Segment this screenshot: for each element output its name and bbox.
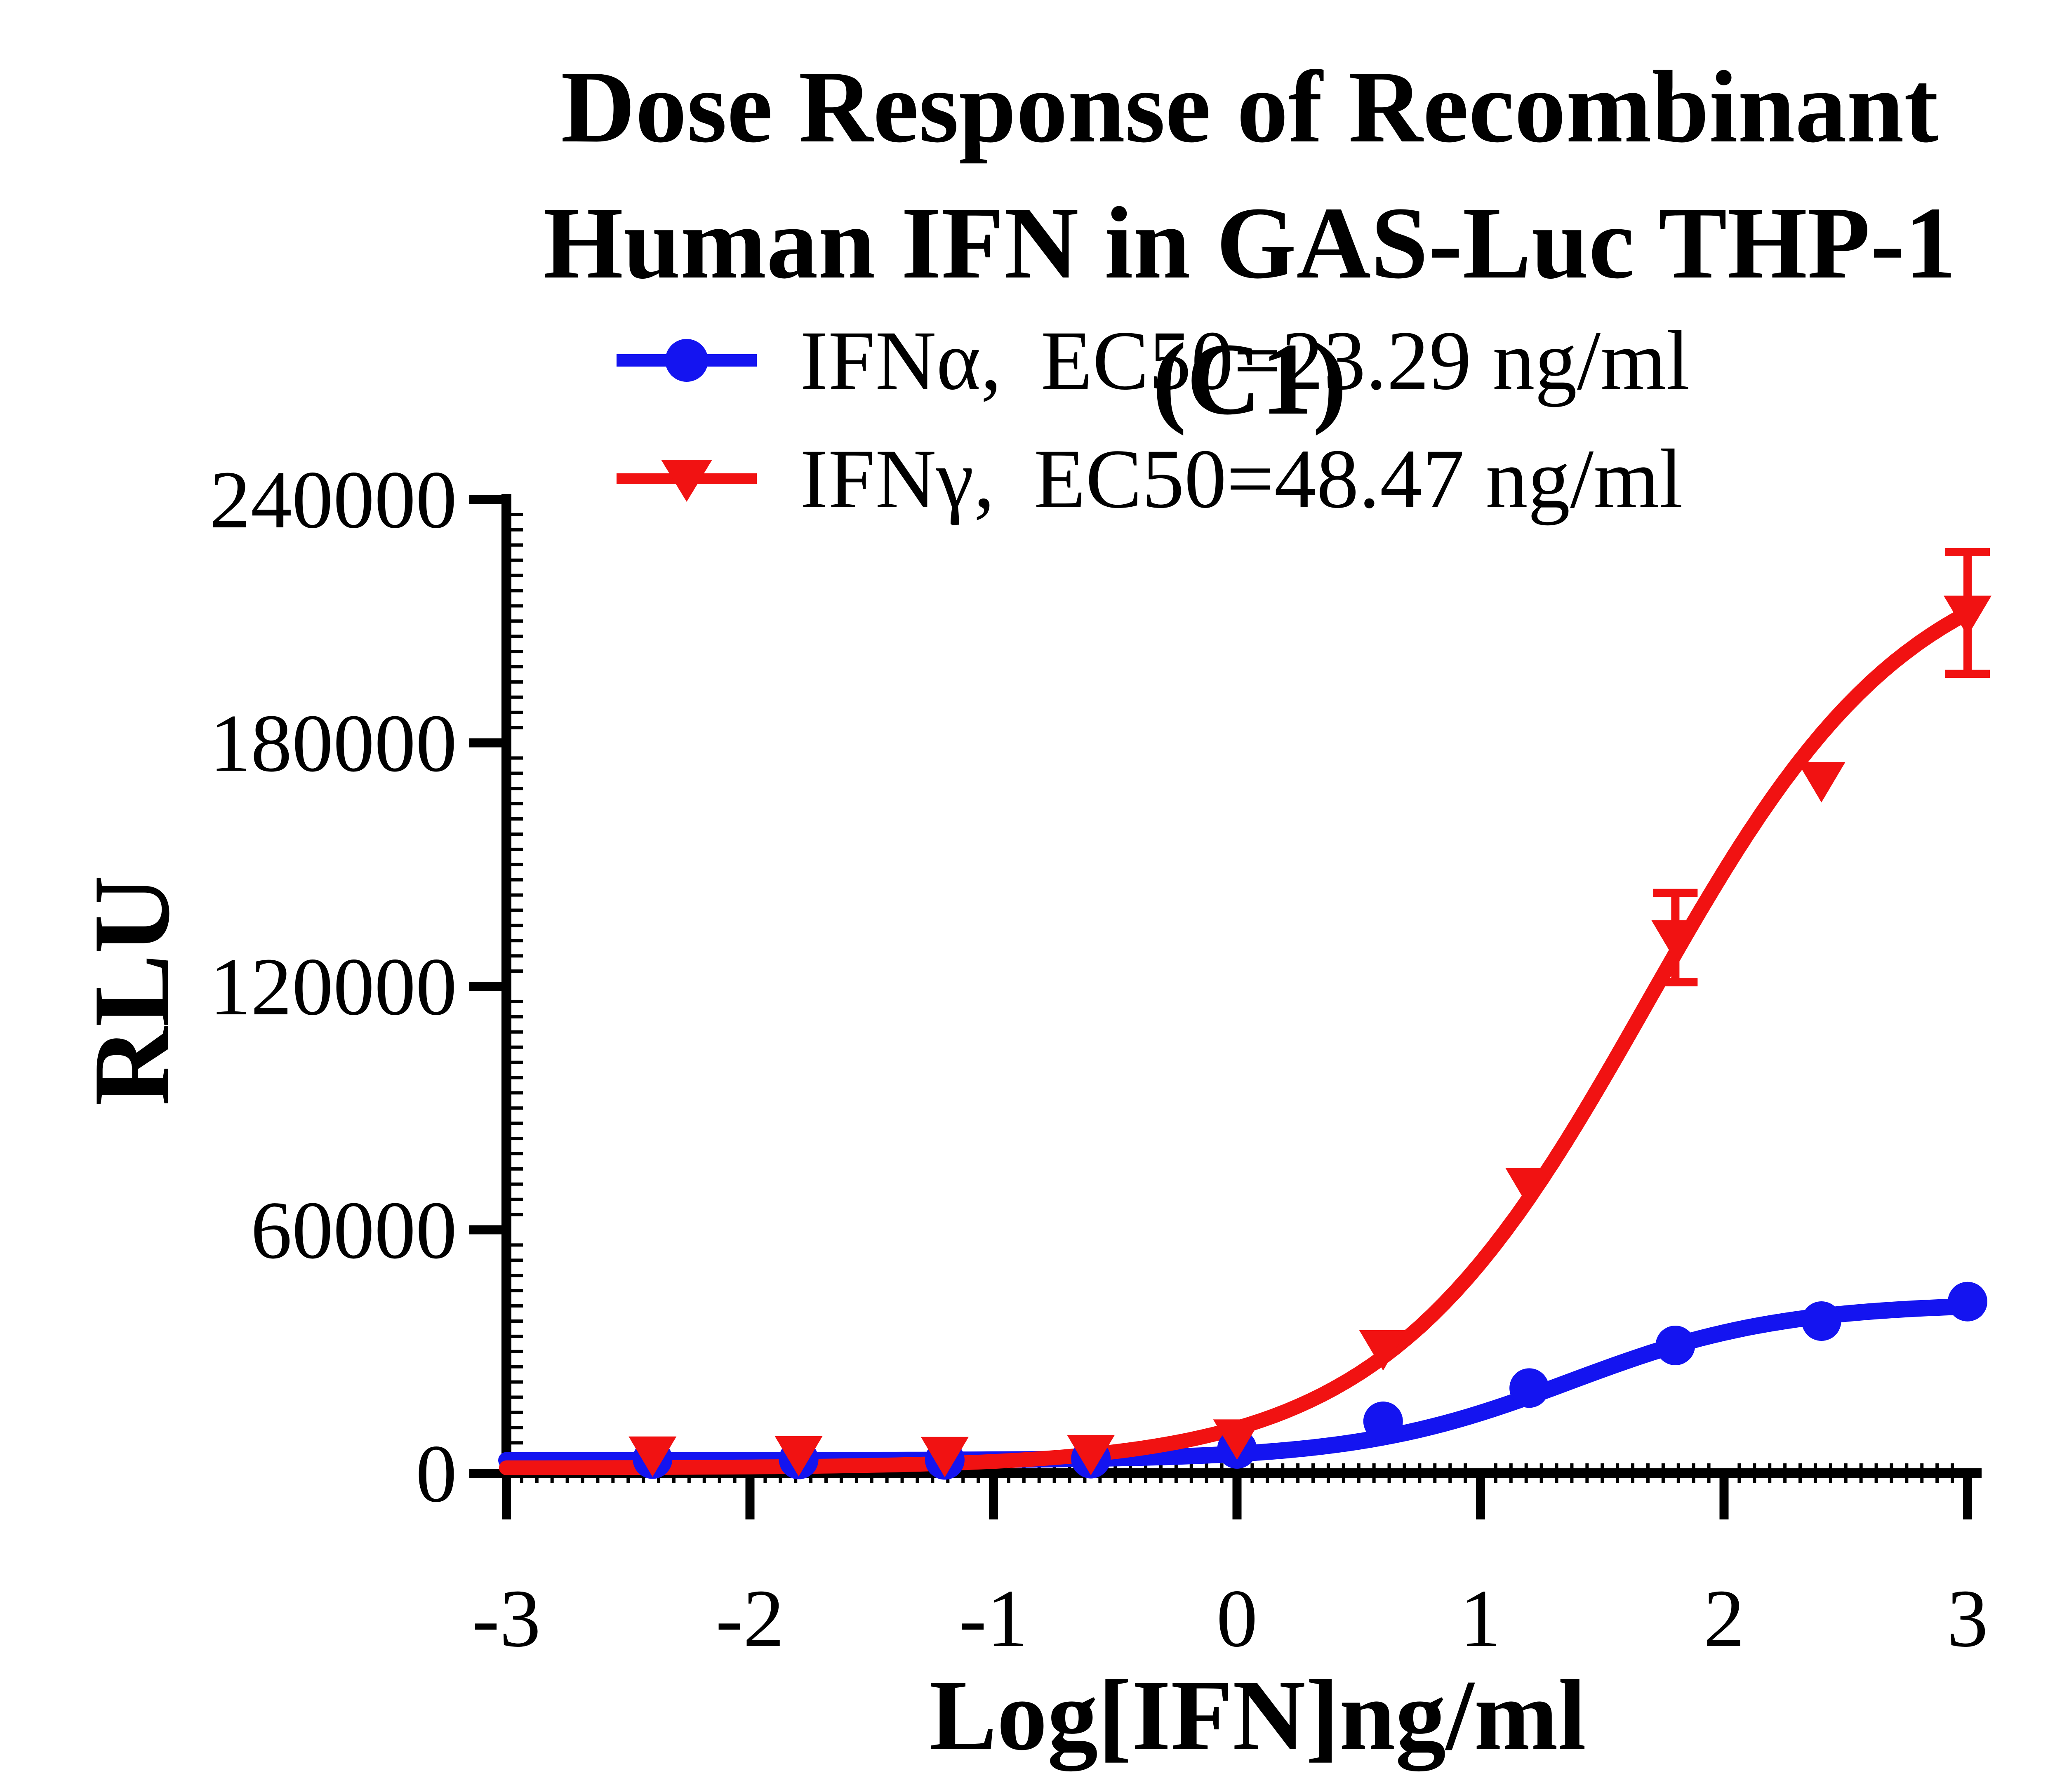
ifn-gamma-legend-marker-icon	[617, 460, 757, 502]
legend-item-ifn-gamma: IFNγ, EC50=48.47 ng/ml	[606, 430, 1690, 528]
legend-label-ifn-alpha: IFNα, EC50=23.29 ng/ml	[800, 312, 1690, 409]
y-axis-tick-label: 180000	[209, 698, 457, 789]
ifn-alpha-legend-marker-icon	[617, 339, 757, 382]
x-axis-tick-label: 0	[1217, 1573, 1258, 1664]
legend: IFNα, EC50=23.29 ng/ml IFNγ, EC50=48.47 …	[606, 314, 1690, 528]
ifn-gamma-data-point	[1651, 920, 1700, 961]
ifn-gamma-data-point	[1067, 1435, 1115, 1475]
legend-ec50-value: EC50=48.47 ng/ml	[1034, 432, 1683, 526]
ifn-alpha-data-point	[1948, 1282, 1987, 1322]
legend-ec50-value: EC50=23.29 ng/ml	[1040, 313, 1690, 407]
ifn-alpha-data-point	[1655, 1325, 1695, 1365]
ifn-gamma-data-point	[1359, 1330, 1407, 1371]
chart-title: Dose Response of Recombinant Human IFN i…	[516, 39, 1984, 447]
ifn-gamma-data-point	[1213, 1419, 1261, 1460]
x-axis-tick-label: 1	[1460, 1573, 1501, 1664]
x-axis-tick-label: -3	[472, 1573, 541, 1664]
ifn-gamma-data-point	[774, 1436, 823, 1477]
ifn-gamma-data-point	[1797, 762, 1845, 803]
ifn-alpha-data-point	[1509, 1368, 1549, 1408]
legend-item-ifn-alpha: IFNα, EC50=23.29 ng/ml	[606, 314, 1690, 407]
ifn-gamma-fit-curve	[499, 605, 1975, 1475]
ifn-alpha-data-point	[1363, 1402, 1403, 1442]
y-axis-tick-label: 240000	[209, 454, 457, 546]
legend-series-name: IFNα,	[800, 313, 1002, 407]
x-axis-title: Log[IFN]ng/ml	[929, 1659, 1587, 1771]
legend-label-ifn-gamma: IFNγ, EC50=48.47 ng/ml	[800, 430, 1683, 528]
y-axis-title: RLU	[71, 875, 192, 1106]
ifn-gamma-data-point	[628, 1436, 677, 1477]
ifn-gamma-data-point	[1505, 1168, 1554, 1209]
y-axis-tick-label: 0	[416, 1428, 457, 1519]
chart-title-line2: Human IFN in GAS-Luc THP-1 (C1)	[543, 186, 1956, 436]
x-axis-tick-label: -2	[716, 1573, 784, 1664]
y-axis-tick-label: 120000	[209, 941, 457, 1032]
ifn-gamma-data-point	[920, 1437, 969, 1477]
ifn-alpha-data-point	[1801, 1301, 1841, 1341]
legend-series-name: IFNγ,	[800, 432, 995, 526]
y-axis-tick-label: 60000	[251, 1185, 457, 1276]
x-axis-tick-label: -1	[959, 1573, 1028, 1664]
chart-title-line1: Dose Response of Recombinant	[560, 50, 1939, 164]
x-axis-tick-label: 2	[1704, 1573, 1745, 1664]
x-axis-tick-label: 3	[1947, 1573, 1988, 1664]
ifn-gamma-data-point	[1944, 595, 1991, 636]
